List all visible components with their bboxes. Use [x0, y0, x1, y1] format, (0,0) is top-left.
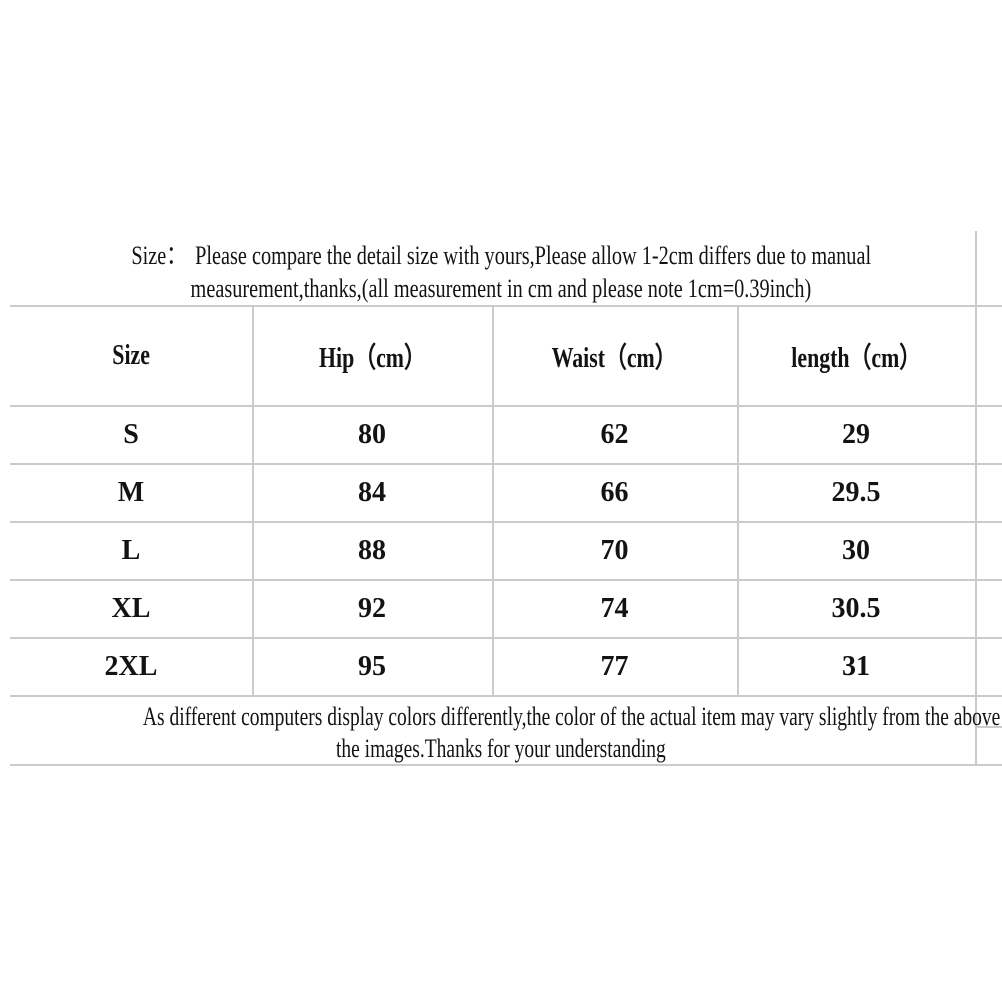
cell-hip: 84 — [358, 477, 386, 508]
intro-note: Size： Please compare the detail size with… — [0, 239, 1002, 305]
footer-line-1: As different computers display colors di… — [142, 702, 1001, 731]
cell-length: 30.5 — [831, 593, 881, 624]
cell-hip: 95 — [358, 651, 386, 682]
gridline-table-top — [10, 305, 1002, 307]
column-header-size: Size — [112, 340, 150, 371]
intro-size-label: Size： — [131, 241, 187, 270]
intro-text-2: measurement,thanks,(all measurement in c… — [190, 274, 812, 303]
gridline-row-s — [10, 463, 1002, 465]
cell-size: S — [123, 419, 139, 450]
table-row: S 80 62 29 — [10, 407, 975, 463]
gridline-col-hip — [492, 305, 494, 697]
gridline-row-l — [10, 579, 1002, 581]
cell-hip: 88 — [358, 535, 386, 566]
gridline-footer-bottom — [10, 764, 1002, 766]
gridline-col-size — [252, 305, 254, 697]
table-header-row: Size Hip（cm） Waist（cm） length（cm） — [10, 307, 975, 405]
cell-hip: 92 — [358, 593, 386, 624]
gridline-header-bottom — [10, 405, 1002, 407]
gridline-table-bottom — [10, 695, 1002, 697]
cell-hip: 80 — [358, 419, 386, 450]
cell-length: 31 — [842, 651, 870, 682]
column-header-waist: Waist（cm） — [552, 343, 677, 374]
intro-line-2: measurement,thanks,(all measurement in c… — [0, 272, 1002, 305]
column-header-length: length（cm） — [791, 343, 921, 374]
cell-size: 2XL — [104, 651, 158, 682]
intro-line-1: Size： Please compare the detail size with… — [0, 239, 1002, 272]
footer-line-2: the images.Thanks for your understanding — [336, 734, 666, 763]
table-row: M 84 66 29.5 — [10, 465, 975, 521]
intro-text-1: Please compare the detail size with your… — [194, 241, 871, 270]
cell-waist: 74 — [600, 593, 629, 624]
column-header-hip: Hip（cm） — [318, 343, 426, 374]
cell-length: 29.5 — [831, 477, 881, 508]
gridline-sliver-stub — [976, 726, 1002, 728]
cell-size: L — [121, 535, 141, 566]
cell-waist: 62 — [600, 419, 629, 450]
cell-size: XL — [111, 593, 151, 624]
table-row: L 88 70 30 — [10, 523, 975, 579]
table-row: XL 92 74 30.5 — [10, 581, 975, 637]
gridline-right-sliver — [975, 231, 977, 766]
table-row: 2XL 95 77 31 — [10, 639, 975, 695]
gridline-col-waist — [737, 305, 739, 697]
cell-length: 29 — [842, 419, 870, 450]
cell-waist: 66 — [600, 477, 629, 508]
cell-length: 30 — [842, 535, 870, 566]
cell-waist: 70 — [600, 535, 629, 566]
gridline-row-xl — [10, 637, 1002, 639]
gridline-row-m — [10, 521, 1002, 523]
footer-disclaimer: As different computers display colors di… — [0, 701, 1002, 765]
cell-waist: 77 — [600, 651, 629, 682]
cell-size: M — [117, 477, 145, 508]
